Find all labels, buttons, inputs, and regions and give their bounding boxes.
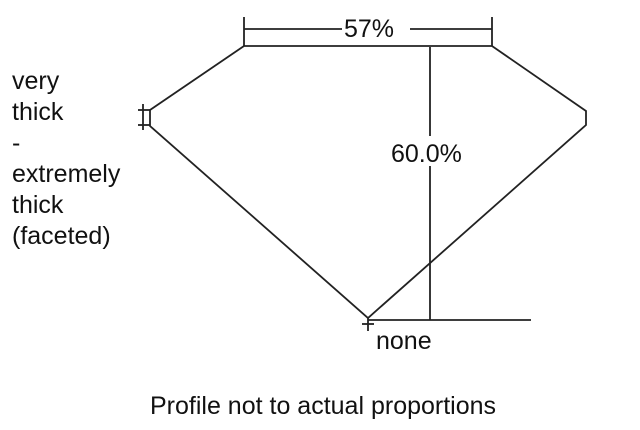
- culet-label: none: [376, 327, 432, 355]
- girdle-label: very thick - extremely thick (faceted): [12, 66, 120, 252]
- table-percentage-label: 57%: [344, 15, 395, 43]
- girdle-label-line: thick: [12, 98, 64, 126]
- girdle-label-line: -: [12, 129, 21, 157]
- depth-percentage-label: 60.0%: [391, 140, 462, 168]
- girdle-label-line: (faceted): [12, 222, 111, 250]
- girdle-label-line: thick: [12, 191, 64, 219]
- girdle-label-line: very: [12, 67, 60, 95]
- gem-outline: [149, 45, 587, 320]
- caption: Profile not to actual proportions: [150, 392, 497, 420]
- girdle-label-line: extremely: [12, 160, 121, 188]
